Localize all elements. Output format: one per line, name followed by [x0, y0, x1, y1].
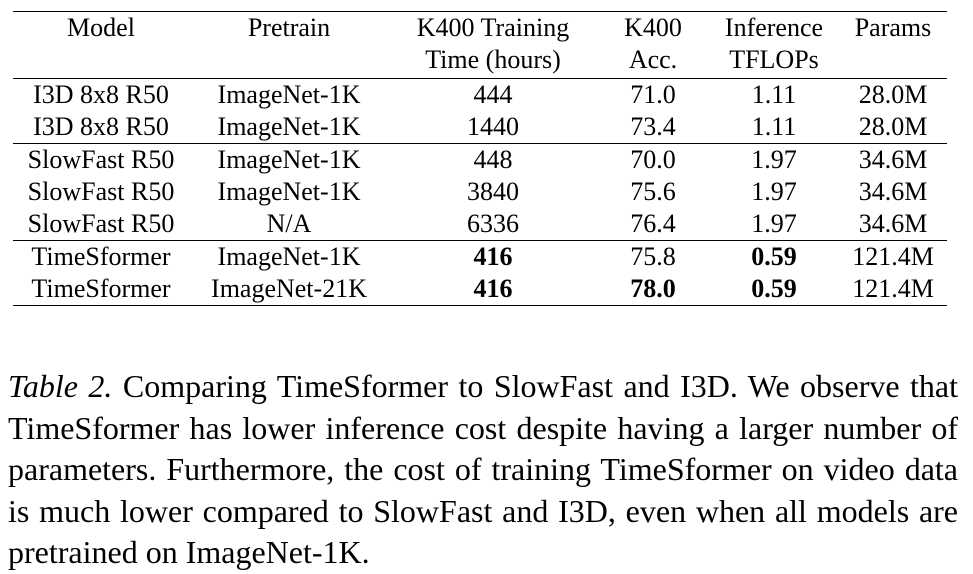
results-table-container: Model Pretrain K400 Training K400 Infere…: [13, 11, 947, 306]
cell-params: 28.0M: [839, 78, 947, 111]
cell-acc: 75.8: [597, 240, 709, 273]
cell-tflops: 0.59: [709, 273, 839, 306]
table-row: SlowFast R50 ImageNet-1K 3840 75.6 1.97 …: [13, 176, 947, 208]
cell-params: 34.6M: [839, 143, 947, 176]
cell-tflops: 1.11: [751, 112, 797, 141]
header-training-time-line1: K400 Training: [389, 11, 597, 44]
cell-acc: 75.6: [630, 177, 676, 206]
cell-model: SlowFast R50: [27, 209, 175, 238]
header-training-time-line2: Time (hours): [425, 45, 561, 74]
header-params: Params: [839, 11, 947, 44]
cell-acc: 78.0: [597, 273, 709, 306]
cell-tflops: 1.97: [751, 209, 797, 238]
header-tflops-line2: TFLOPs: [729, 45, 819, 74]
header-tflops-line1: Inference: [709, 11, 839, 44]
header-accuracy-line1: K400: [597, 11, 709, 44]
cell-model: I3D 8x8 R50: [13, 78, 189, 111]
header-model-spacer: [13, 44, 189, 79]
table-row: TimeSformer ImageNet-1K 416 75.8 0.59 12…: [13, 240, 947, 273]
caption-label: Table 2.: [8, 368, 113, 404]
cell-time: 416: [389, 240, 597, 273]
cell-pretrain: ImageNet-1K: [189, 78, 389, 111]
header-row-1: Model Pretrain K400 Training K400 Infere…: [13, 11, 947, 44]
cell-pretrain: ImageNet-1K: [217, 112, 361, 141]
cell-pretrain: ImageNet-1K: [189, 143, 389, 176]
cell-time: 1440: [467, 112, 519, 141]
header-accuracy-line2: Acc.: [628, 45, 678, 74]
header-pretrain: Pretrain: [189, 11, 389, 44]
caption-text: Comparing TimeSformer to SlowFast and I3…: [8, 368, 959, 570]
header-model: Model: [13, 11, 189, 44]
cell-model: SlowFast R50: [27, 177, 175, 206]
header-params-spacer: [839, 44, 947, 79]
cell-pretrain: ImageNet-1K: [217, 177, 361, 206]
cell-params: 28.0M: [858, 112, 928, 141]
cell-time: 444: [389, 78, 597, 111]
comparison-table: Model Pretrain K400 Training K400 Infere…: [13, 11, 947, 306]
table-row: I3D 8x8 R50 ImageNet-1K 1440 73.4 1.11 2…: [13, 111, 947, 144]
cell-time: 6336: [467, 209, 519, 238]
cell-params: 121.4M: [839, 273, 947, 306]
table-row: I3D 8x8 R50 ImageNet-1K 444 71.0 1.11 28…: [13, 78, 947, 111]
cell-acc: 76.4: [630, 209, 676, 238]
cell-model: TimeSformer: [13, 273, 189, 306]
cell-time: 448: [389, 143, 597, 176]
cell-model: TimeSformer: [13, 240, 189, 273]
cell-model: SlowFast R50: [13, 143, 189, 176]
cell-tflops: 1.97: [709, 143, 839, 176]
table-row: SlowFast R50 N/A 6336 76.4 1.97 34.6M: [13, 208, 947, 241]
cell-pretrain: N/A: [266, 209, 312, 238]
table-row: SlowFast R50 ImageNet-1K 448 70.0 1.97 3…: [13, 143, 947, 176]
cell-params: 34.6M: [858, 209, 928, 238]
cell-params: 34.6M: [858, 177, 928, 206]
cell-model: I3D 8x8 R50: [33, 112, 169, 141]
cell-time: 3840: [467, 177, 519, 206]
table-row: TimeSformer ImageNet-21K 416 78.0 0.59 1…: [13, 273, 947, 306]
cell-pretrain: ImageNet-1K: [189, 240, 389, 273]
cell-acc: 71.0: [597, 78, 709, 111]
table-body: I3D 8x8 R50 ImageNet-1K 444 71.0 1.11 28…: [13, 78, 947, 306]
cell-tflops: 0.59: [709, 240, 839, 273]
table-caption: Table 2. Comparing TimeSformer to SlowFa…: [8, 366, 958, 574]
cell-params: 121.4M: [839, 240, 947, 273]
header-row-2: Time (hours) Acc. TFLOPs: [13, 44, 947, 79]
cell-pretrain: ImageNet-21K: [189, 273, 389, 306]
cell-time: 416: [389, 273, 597, 306]
header-pretrain-spacer: [189, 44, 389, 79]
cell-acc: 70.0: [597, 143, 709, 176]
table-header: Model Pretrain K400 Training K400 Infere…: [13, 11, 947, 79]
cell-acc: 73.4: [630, 112, 676, 141]
cell-tflops: 1.11: [709, 78, 839, 111]
cell-tflops: 1.97: [751, 177, 797, 206]
